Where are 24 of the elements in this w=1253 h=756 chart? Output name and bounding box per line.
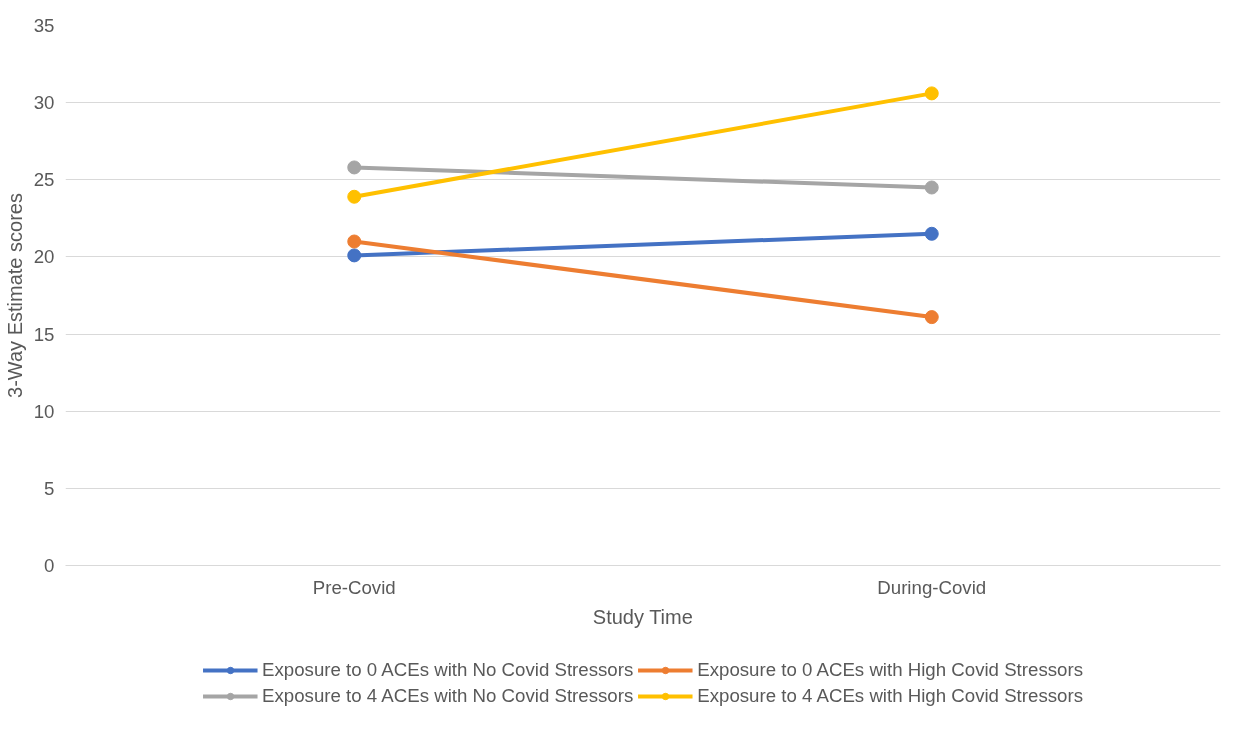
point <box>347 248 362 263</box>
point <box>347 189 362 204</box>
point <box>924 86 939 101</box>
y-tick-label: 20 <box>33 246 55 268</box>
point <box>347 160 362 175</box>
y-tick-label: 35 <box>33 15 55 36</box>
y-tick-label: 5 <box>44 477 55 499</box>
x-tick-label: Pre-Covid <box>312 576 396 598</box>
x-axis-title: Study Time <box>592 605 693 628</box>
y-tick-label: 25 <box>33 169 55 191</box>
point <box>347 234 362 249</box>
point <box>924 180 939 195</box>
point <box>924 226 939 241</box>
y-tick-label: 10 <box>33 400 55 422</box>
legend-label: Exposure to 4 ACEs with No Covid Stressors <box>262 684 634 707</box>
legend-label: Exposure to 4 ACEs with High Covid Stressors <box>697 684 1083 707</box>
legend-label: Exposure to 0 ACEs with No Covid Stressors <box>262 658 634 681</box>
y-tick-label: 30 <box>33 92 55 114</box>
y-tick-label: 0 <box>44 555 55 576</box>
x-tick-label: During-Covid <box>877 576 987 598</box>
point <box>924 310 939 325</box>
y-axis-title: 3-Way Estimate scores <box>3 193 26 398</box>
legend-label: Exposure to 0 ACEs with High Covid Stressors <box>697 658 1083 681</box>
y-tick-label: 15 <box>33 323 55 345</box>
